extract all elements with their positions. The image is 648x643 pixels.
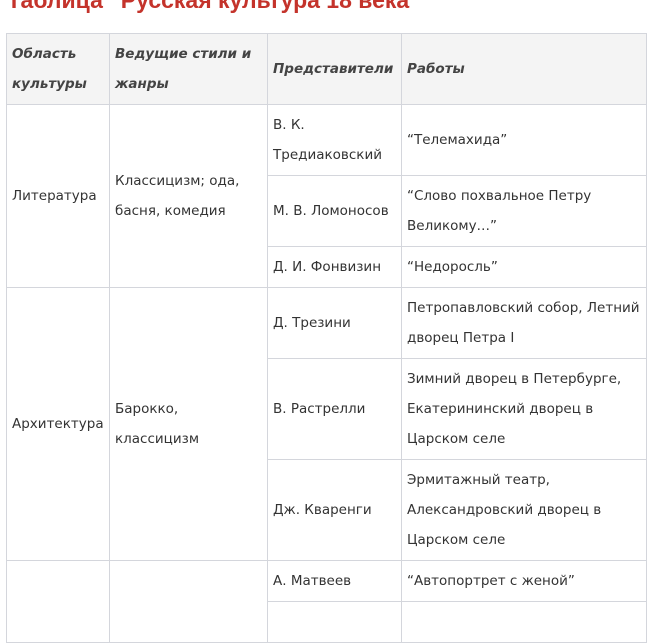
table-row: В. Растрелли Зимний дворец в Петербурге,… — [7, 358, 647, 460]
header-works: Работы — [401, 33, 647, 105]
styles-cell: Барокко, классицизм — [109, 287, 268, 561]
area-cell — [6, 560, 110, 643]
area-cell: Архитектура — [6, 287, 110, 561]
table-row: Архитектура Барокко, классицизм Д. Трези… — [6, 287, 647, 561]
rep-cell: Д. И. Фонвизин — [267, 246, 402, 288]
rep-cell: Дж. Кваренги — [267, 459, 402, 561]
rep-cell: В. К. Тредиаковский — [267, 104, 402, 176]
rep-cell: М. В. Ломоносов — [267, 175, 402, 247]
work-cell: “Автопортрет с женой” — [401, 560, 647, 602]
work-cell: Зимний дворец в Петербурге, Екатерининск… — [401, 358, 647, 460]
header-styles: Ведущие стили и жанры — [109, 33, 268, 105]
page-title: Таблица “Русская культура 18 века” — [7, 0, 421, 13]
header-area: Область культуры — [6, 33, 110, 105]
rep-cell: В. Растрелли — [267, 358, 402, 460]
styles-cell: Классицизм; ода, басня, комедия — [109, 104, 268, 288]
rep-cell: А. Матвеев — [267, 560, 402, 602]
styles-cell — [109, 560, 268, 643]
table-row: Дж. Кваренги Эрмитажный театр, Александр… — [7, 459, 647, 561]
rep-cell: Д. Трезини — [267, 287, 402, 359]
area-cell: Литература — [6, 104, 110, 288]
work-cell: Эрмитажный театр, Александровский дворец… — [401, 459, 647, 561]
table-row: А. Матвеев “Автопортрет с женой” — [6, 560, 647, 643]
table-header-row: Область культуры Ведущие стили и жанры П… — [6, 33, 647, 105]
work-cell — [401, 601, 647, 643]
table-row: Д. И. Фонвизин “Недоросль” — [7, 246, 647, 288]
header-representatives: Представители — [267, 33, 402, 105]
work-cell: “Недоросль” — [401, 246, 647, 288]
work-cell: “Слово похвальное Петру Великому…” — [401, 175, 647, 247]
table-row: М. В. Ломоносов “Слово похвальное Петру … — [7, 175, 647, 247]
work-cell: Петропавловский собор, Летний дворец Пет… — [401, 287, 647, 359]
table-row: Литература Классицизм; ода, басня, комед… — [6, 104, 647, 288]
rep-cell — [267, 601, 402, 643]
culture-table: Область культуры Ведущие стили и жанры П… — [6, 33, 647, 643]
work-cell: “Телемахида” — [401, 104, 647, 176]
